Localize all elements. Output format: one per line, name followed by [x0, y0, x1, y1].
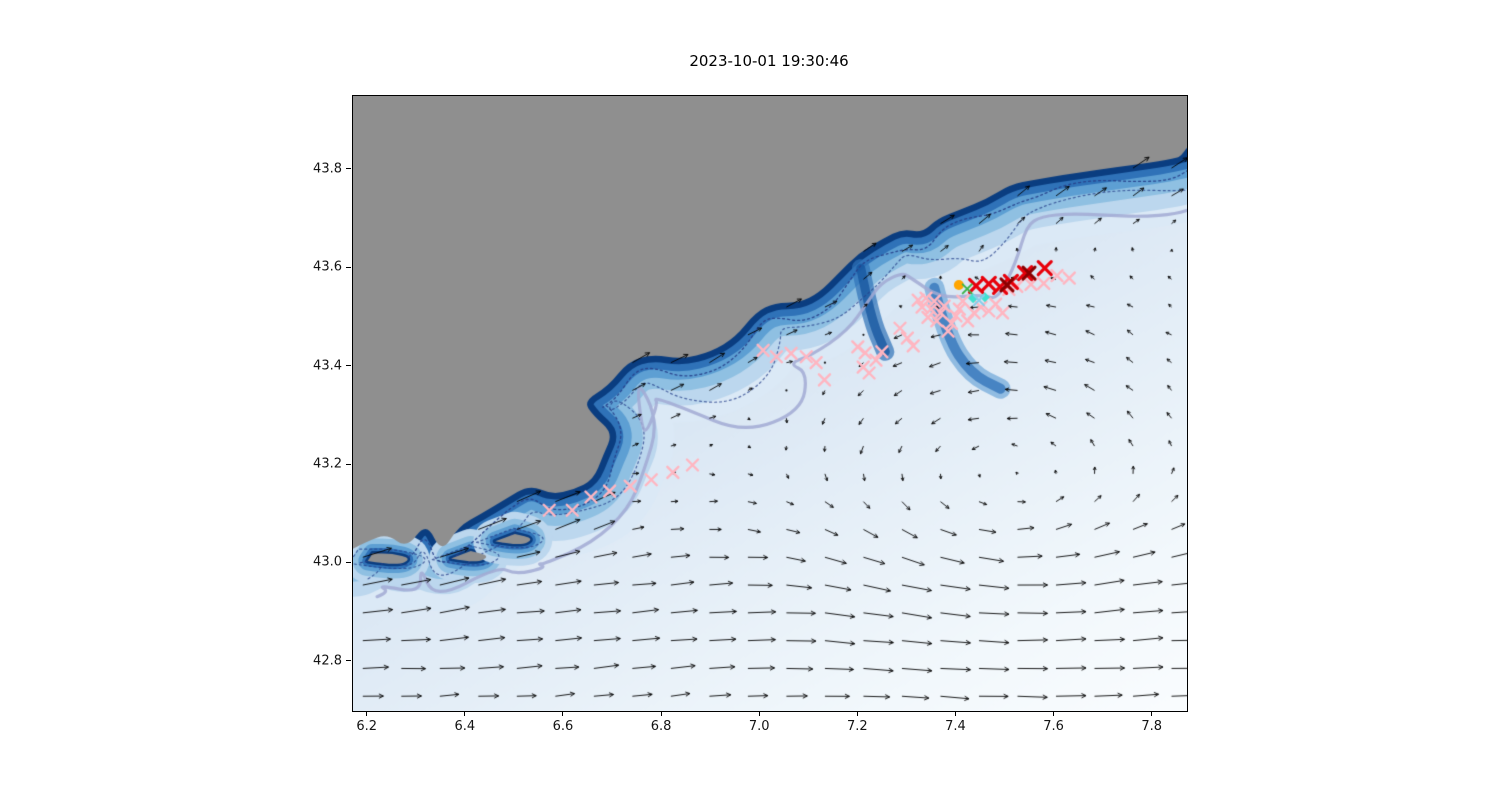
chart-title: 2023-10-01 19:30:46 — [689, 52, 849, 70]
y-tick-mark — [346, 660, 351, 662]
map-canvas — [353, 96, 1187, 711]
x-tick-mark — [758, 711, 760, 716]
x-tick-mark — [366, 711, 368, 716]
axes-frame — [352, 95, 1188, 712]
x-tick-label: 6.2 — [356, 719, 378, 734]
x-tick-label: 7.6 — [1043, 719, 1064, 734]
x-tick-mark — [562, 711, 564, 716]
y-tick-label: 43.0 — [313, 554, 342, 570]
x-tick-mark — [660, 711, 662, 716]
y-tick-label: 43.8 — [313, 161, 342, 177]
y-tick-mark — [346, 266, 351, 268]
x-tick-label: 6.6 — [552, 719, 574, 734]
x-tick-mark — [856, 711, 858, 716]
x-tick-label: 7.8 — [1141, 719, 1162, 734]
y-tick-mark — [346, 365, 351, 367]
y-tick-label: 42.8 — [313, 653, 342, 669]
x-tick-label: 6.4 — [454, 719, 476, 734]
x-tick-label: 7.4 — [945, 719, 966, 734]
y-tick-label: 43.6 — [313, 259, 342, 275]
x-tick-mark — [954, 711, 956, 716]
y-tick-mark — [346, 463, 351, 465]
x-tick-mark — [1053, 711, 1055, 716]
x-tick-label: 7.2 — [846, 719, 868, 734]
x-tick-label: 7.0 — [748, 719, 770, 734]
y-tick-mark — [346, 168, 351, 170]
x-tick-mark — [1151, 711, 1153, 716]
y-tick-label: 43.2 — [313, 456, 342, 472]
x-tick-mark — [464, 711, 466, 716]
x-tick-label: 6.8 — [650, 719, 672, 734]
y-tick-mark — [346, 561, 351, 563]
y-tick-label: 43.4 — [313, 358, 342, 374]
